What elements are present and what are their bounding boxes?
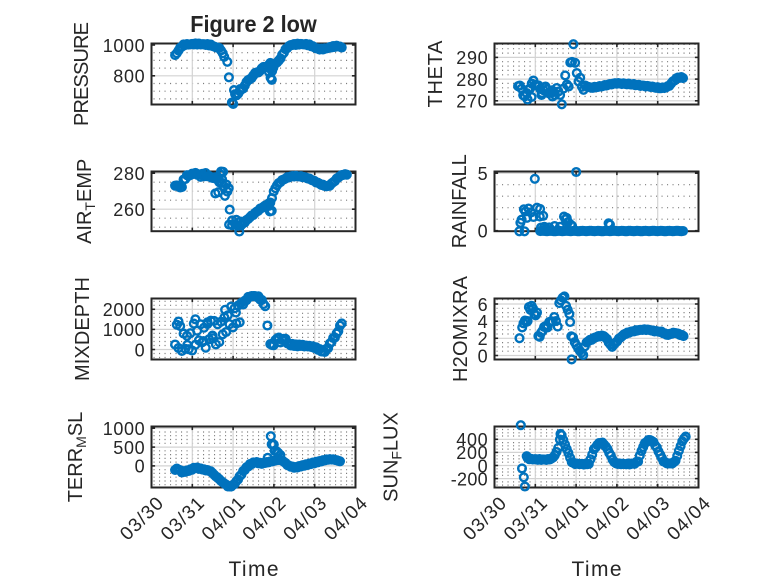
svg-text:4: 4 xyxy=(478,312,488,332)
svg-text:H2OMIXRA: H2OMIXRA xyxy=(450,275,472,382)
svg-text:Time: Time xyxy=(229,558,279,581)
svg-text:400: 400 xyxy=(456,430,488,450)
svg-text:RAINFALL: RAINFALL xyxy=(449,154,471,248)
svg-text:THETA: THETA xyxy=(425,40,447,108)
svg-text:-200: -200 xyxy=(451,469,488,489)
svg-text:280: 280 xyxy=(456,70,488,90)
svg-text:1000: 1000 xyxy=(103,320,145,340)
svg-text:PRESSURE: PRESSURE xyxy=(71,22,93,126)
svg-text:Time: Time xyxy=(572,558,622,581)
svg-text:6: 6 xyxy=(478,295,488,315)
svg-text:Figure 2 low: Figure 2 low xyxy=(190,11,317,37)
svg-text:290: 290 xyxy=(456,48,488,68)
svg-text:200: 200 xyxy=(456,443,488,463)
svg-text:5: 5 xyxy=(478,164,488,184)
svg-text:1000: 1000 xyxy=(103,419,145,439)
svg-text:TERRMSL: TERRMSL xyxy=(65,412,89,503)
svg-text:MIXDEPTH: MIXDEPTH xyxy=(72,277,94,381)
svg-text:0: 0 xyxy=(478,346,488,366)
svg-text:500: 500 xyxy=(113,438,145,458)
svg-text:2: 2 xyxy=(478,329,488,349)
svg-text:270: 270 xyxy=(456,92,488,112)
svg-text:2000: 2000 xyxy=(103,300,145,320)
svg-text:0: 0 xyxy=(478,456,488,476)
svg-text:0: 0 xyxy=(135,457,145,477)
svg-text:800: 800 xyxy=(113,67,145,87)
svg-text:280: 280 xyxy=(113,164,145,184)
svg-text:260: 260 xyxy=(113,200,145,220)
svg-text:0: 0 xyxy=(478,222,488,242)
svg-text:0: 0 xyxy=(135,340,145,360)
svg-text:1000: 1000 xyxy=(103,36,145,56)
svg-text:AIRTEMP: AIRTEMP xyxy=(74,159,98,244)
